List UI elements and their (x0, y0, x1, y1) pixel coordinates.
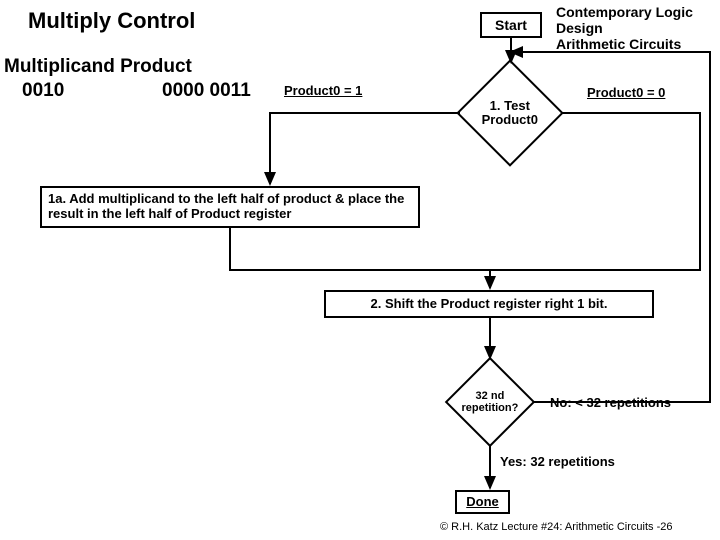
registers-heading: Multiplicand Product (4, 56, 192, 78)
page-title: Multiply Control (28, 8, 195, 34)
edge-product0-1: Product0 = 1 (284, 83, 362, 98)
test-diamond: 1. Test Product0 (456, 59, 563, 166)
test-diamond-inner: 1. Test Product0 (474, 99, 546, 128)
step-1a-text: 1a. Add multiplicand to the left half of… (48, 192, 412, 222)
course-line2: Arithmetic Circuits (556, 36, 720, 52)
done-label: Done (466, 495, 499, 510)
edge-rep-yes: Yes: 32 repetitions (500, 454, 615, 469)
step-1a-box: 1a. Add multiplicand to the left half of… (40, 186, 420, 228)
test-line2: Product0 (474, 113, 546, 127)
course-line1: Contemporary Logic Design (556, 4, 720, 36)
product-value: 0000 0011 (162, 80, 251, 102)
edge-rep-no: No: < 32 repetitions (550, 395, 671, 410)
rep-diamond-inner: 32 nd repetition? (460, 390, 520, 414)
course-header: Contemporary Logic Design Arithmetic Cir… (556, 4, 720, 52)
start-label: Start (495, 17, 527, 33)
step-2-box: 2. Shift the Product register right 1 bi… (324, 290, 654, 318)
test-line1: 1. Test (474, 99, 546, 113)
done-node: Done (455, 490, 510, 514)
footer-text: © R.H. Katz Lecture #24: Arithmetic Circ… (440, 521, 672, 533)
step-2-text: 2. Shift the Product register right 1 bi… (371, 297, 608, 312)
edge-product0-0: Product0 = 0 (587, 85, 665, 100)
rep-line1: 32 nd (460, 390, 520, 402)
rep-diamond: 32 nd repetition? (445, 357, 536, 448)
start-node: Start (480, 12, 542, 38)
multiplicand-value: 0010 (22, 80, 64, 102)
rep-line2: repetition? (460, 402, 520, 414)
